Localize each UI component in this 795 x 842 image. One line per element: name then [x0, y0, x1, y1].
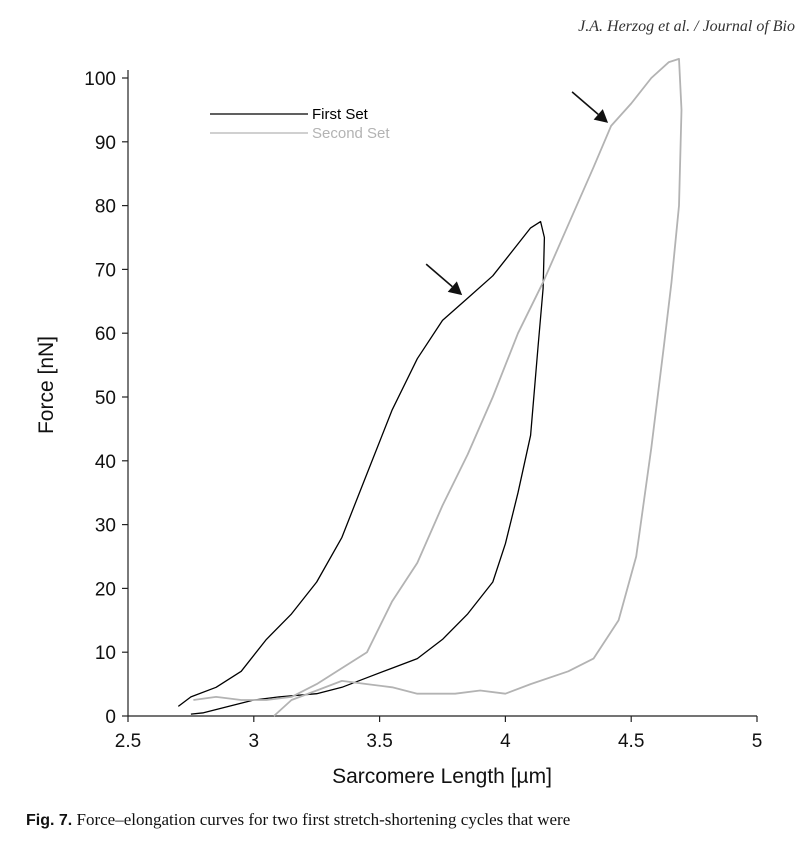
x-tick-label: 5: [752, 731, 763, 752]
series-line-second-set: [193, 58, 683, 717]
y-tick-label: 20: [95, 579, 116, 600]
x-tick-label: 4: [500, 731, 511, 752]
caption-label: Fig. 7.: [26, 812, 73, 829]
legend: First Set Second Set: [210, 106, 390, 142]
x-tick-label: 4.5: [618, 731, 644, 752]
y-tick-label: 50: [95, 388, 116, 409]
journal-header: J.A. Herzog et al. / Journal of Bio: [578, 18, 795, 35]
legend-label-second-set: Second Set: [312, 125, 390, 142]
y-tick-label: 80: [95, 197, 116, 218]
figure-caption: Fig. 7. Force–elongation curves for two …: [26, 810, 795, 830]
y-tick-label: 100: [84, 69, 116, 90]
y-tick-label: 40: [95, 452, 116, 473]
x-tick-label: 3.5: [366, 731, 392, 752]
series-line-first-set: [177, 220, 546, 715]
y-tick-label: 30: [95, 516, 116, 537]
y-axis-title: Force [nN]: [35, 336, 58, 434]
x-tick-label: 3: [249, 731, 260, 752]
annotation-layer: [425, 91, 609, 296]
arrow-shaft: [571, 91, 599, 115]
x-axis-title: Sarcomere Length [µm]: [332, 765, 552, 788]
y-tick-label: 10: [95, 643, 116, 664]
legend-label-first-set: First Set: [312, 106, 369, 123]
arrow-head: [593, 109, 609, 123]
y-tick-label: 0: [105, 707, 116, 728]
y-tick-label: 90: [95, 133, 116, 154]
caption-text: Force–elongation curves for two first st…: [76, 810, 571, 829]
arrow-shaft: [425, 263, 453, 288]
x-tick-label: 2.5: [115, 731, 141, 752]
series-layer: [177, 58, 683, 717]
y-tick-label: 70: [95, 260, 116, 281]
y-tick-label: 60: [95, 324, 116, 345]
arrow-head: [447, 281, 463, 296]
